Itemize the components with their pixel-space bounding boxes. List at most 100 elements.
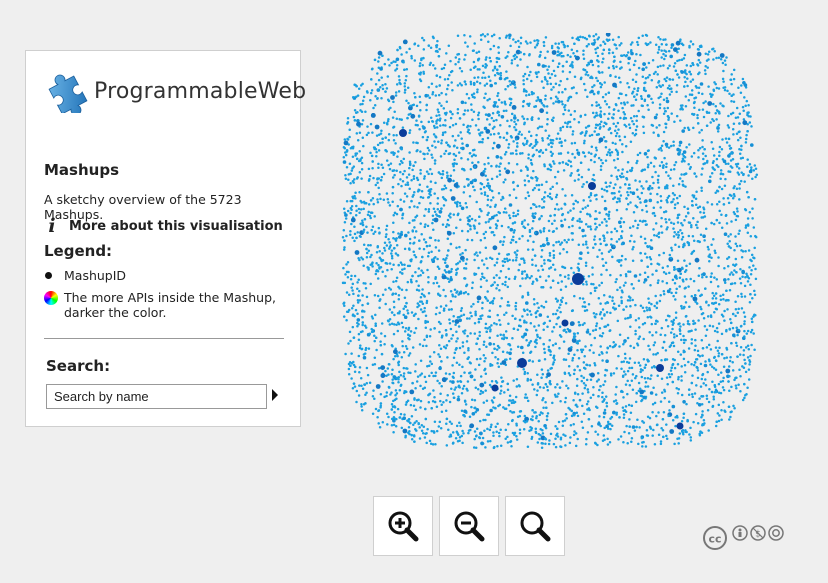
mashup-node[interactable] [421,135,425,139]
mashup-node[interactable] [506,435,509,439]
mashup-node[interactable] [424,223,427,226]
mashup-node[interactable] [365,366,369,370]
mashup-node[interactable] [423,306,426,310]
mashup-node[interactable] [463,58,466,61]
mashup-node[interactable] [529,158,533,162]
mashup-node[interactable] [477,317,481,321]
mashup-node[interactable] [436,39,439,43]
mashup-node[interactable] [387,373,390,376]
mashup-node[interactable] [407,425,411,429]
mashup-node[interactable] [585,37,589,41]
mashup-node[interactable] [702,419,706,422]
mashup-node[interactable] [528,359,532,362]
mashup-node[interactable] [536,333,539,337]
mashup-node[interactable] [629,411,633,415]
mashup-node[interactable] [554,445,558,449]
mashup-node[interactable] [376,72,379,75]
mashup-node[interactable] [619,186,622,189]
mashup-node[interactable] [505,211,508,214]
mashup-node[interactable] [547,345,551,349]
mashup-node[interactable] [603,112,606,116]
mashup-node[interactable] [500,224,504,228]
mashup-node[interactable] [421,36,424,40]
mashup-node[interactable] [548,192,552,196]
mashup-node[interactable] [606,231,609,234]
mashup-node[interactable] [477,363,481,367]
mashup-node[interactable] [595,104,598,107]
mashup-node[interactable] [718,150,721,154]
mashup-node[interactable] [497,113,501,117]
mashup-node[interactable] [754,277,758,281]
mashup-node[interactable] [523,321,526,324]
mashup-node[interactable] [499,389,503,393]
mashup-node[interactable] [370,89,374,92]
mashup-node[interactable] [466,45,469,48]
mashup-node[interactable] [717,352,721,355]
mashup-node[interactable] [360,161,364,165]
mashup-node[interactable] [504,437,507,440]
mashup-node[interactable] [481,64,485,68]
mashup-node[interactable] [586,95,589,99]
mashup-node[interactable] [716,285,720,288]
mashup-node[interactable] [483,126,488,131]
mashup-node[interactable] [546,412,550,415]
mashup-node[interactable] [670,372,674,376]
mashup-node[interactable] [406,181,409,184]
mashup-node[interactable] [514,123,518,126]
mashup-node[interactable] [366,213,370,217]
mashup-node[interactable] [662,112,666,116]
mashup-node[interactable] [425,301,429,305]
mashup-node[interactable] [521,142,525,145]
mashup-node[interactable] [560,144,563,148]
mashup-node[interactable] [434,146,437,149]
mashup-node[interactable] [741,77,745,81]
mashup-node[interactable] [437,140,440,144]
mashup-node[interactable] [714,297,718,300]
mashup-node[interactable] [486,98,489,102]
mashup-node[interactable] [576,169,579,173]
mashup-node[interactable] [486,213,489,217]
mashup-node[interactable] [460,84,463,87]
mashup-node[interactable] [590,133,594,137]
mashup-node[interactable] [464,403,468,406]
mashup-node[interactable] [535,179,539,182]
mashup-node[interactable] [432,228,435,231]
mashup-node[interactable] [556,309,559,312]
mashup-node[interactable] [451,364,454,367]
mashup-node[interactable] [705,328,709,331]
mashup-node[interactable] [720,313,724,316]
mashup-node[interactable] [501,196,505,200]
mashup-node[interactable] [737,329,740,332]
mashup-node[interactable] [650,123,654,127]
mashup-node[interactable] [571,130,575,133]
mashup-node[interactable] [390,402,394,406]
mashup-node[interactable] [540,249,544,252]
mashup-node[interactable] [477,50,481,53]
mashup-node[interactable] [714,424,718,428]
mashup-node[interactable] [598,326,602,330]
mashup-node[interactable] [514,40,517,44]
mashup-node[interactable] [452,396,456,400]
mashup-node[interactable] [554,42,557,45]
mashup-node[interactable] [601,395,604,399]
mashup-node[interactable] [386,367,390,370]
mashup-node[interactable] [401,179,405,183]
mashup-node[interactable] [641,323,645,326]
mashup-node[interactable] [632,211,636,214]
mashup-node[interactable] [622,416,626,420]
mashup-node[interactable] [680,238,684,241]
mashup-node[interactable] [419,222,422,225]
mashup-node[interactable] [660,216,663,220]
mashup-node[interactable] [549,96,553,100]
mashup-node[interactable] [723,232,728,236]
mashup-node[interactable] [456,84,460,87]
mashup-node[interactable] [561,40,565,44]
mashup-node[interactable] [377,149,381,152]
mashup-node[interactable] [432,374,435,378]
mashup-node[interactable] [689,436,693,439]
mashup-node[interactable] [599,302,602,305]
mashup-node[interactable] [372,389,375,392]
mashup-node[interactable] [546,80,549,83]
mashup-node[interactable] [750,259,753,263]
mashup-node[interactable] [593,364,597,367]
